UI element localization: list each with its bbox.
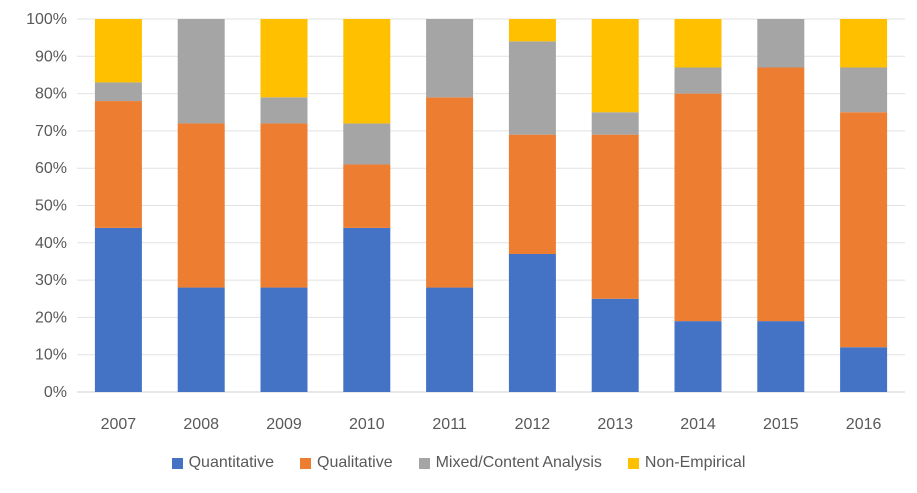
y-tick-label: 0%	[44, 384, 67, 401]
bar-segment-qualitative-2012	[508, 134, 556, 254]
legend-label: Quantitative	[188, 454, 274, 471]
y-tick-label: 30%	[35, 272, 67, 289]
x-tick-label: 2007	[101, 416, 137, 433]
bar-segment-non-empirical-2010	[343, 19, 391, 124]
bar-segment-quantitative-2012	[508, 253, 556, 392]
x-tick-label: 2013	[597, 416, 633, 433]
y-tick-label: 60%	[35, 160, 67, 177]
bar-segment-quantitative-2011	[426, 287, 474, 392]
y-tick-label: 40%	[35, 235, 67, 252]
legend-swatch	[418, 457, 430, 469]
y-tick-label: 90%	[35, 48, 67, 65]
bar-segment-qualitative-2016	[840, 112, 888, 348]
bar-segment-qualitative-2014	[674, 93, 722, 322]
stacked-bar-chart: 0% 10% 20% 30% 40% 50% 60% 70% 80% 90% 100% 2007 200…	[26, 11, 905, 433]
x-tick-label: 2009	[266, 416, 302, 433]
legend-swatch	[300, 457, 311, 469]
bar-segment-qualitative-2007	[94, 101, 142, 228]
bar-segment-mixed-content-analysis-2012	[508, 41, 556, 135]
x-tick-label: 2014	[680, 416, 716, 433]
bar-segment-mixed-content-analysis-2008	[177, 19, 225, 124]
y-tick-label: 70%	[35, 123, 67, 140]
legend-swatch	[627, 457, 639, 469]
legend: Quantitative Qualitative Mixed/Content Ana…	[0, 454, 917, 472]
bar-segment-non-empirical-2012	[508, 19, 556, 42]
legend-item: Qualitative	[300, 454, 393, 472]
bar-segment-quantitative-2010	[343, 227, 391, 392]
legend-swatch	[171, 457, 183, 469]
bar-segment-mixed-content-analysis-2007	[94, 82, 142, 102]
x-tick-label: 2008	[183, 416, 219, 433]
bar-segment-qualitative-2015	[757, 67, 805, 322]
bar-segment-non-empirical-2007	[94, 19, 142, 83]
x-tick-label: 2016	[846, 416, 882, 433]
bar-segment-quantitative-2014	[674, 321, 722, 392]
bar-segment-qualitative-2009	[260, 123, 308, 288]
x-tick-label: 2015	[763, 416, 799, 433]
bar-segment-qualitative-2010	[343, 164, 391, 228]
bar-segment-mixed-content-analysis-2010	[343, 123, 391, 165]
bar-segment-mixed-content-analysis-2013	[591, 112, 639, 135]
bar-segment-mixed-content-analysis-2011	[426, 19, 474, 98]
y-tick-label: 10%	[35, 347, 67, 364]
bar-segment-quantitative-2007	[94, 227, 142, 392]
bar-segment-non-empirical-2016	[840, 19, 888, 68]
bar-segment-quantitative-2016	[840, 347, 888, 392]
y-tick-label: 50%	[35, 198, 67, 215]
y-tick-label: 80%	[35, 86, 67, 103]
bar-segment-non-empirical-2014	[674, 19, 722, 68]
bar-segment-quantitative-2008	[177, 287, 225, 392]
x-tick-label: 2010	[349, 416, 385, 433]
legend-label: Qualitative	[317, 454, 393, 471]
bar-segment-quantitative-2009	[260, 287, 308, 392]
bar-segment-qualitative-2008	[177, 123, 225, 288]
bar-segment-non-empirical-2013	[591, 19, 639, 113]
bar-segment-qualitative-2013	[591, 134, 639, 299]
x-tick-label: 2012	[515, 416, 551, 433]
legend-item: Quantitative	[171, 454, 274, 472]
legend-label: Mixed/Content Analysis	[435, 454, 602, 471]
bar-segment-mixed-content-analysis-2014	[674, 67, 722, 94]
bar-segment-mixed-content-analysis-2009	[260, 97, 308, 124]
bar-segment-quantitative-2013	[591, 298, 639, 392]
bar-segment-mixed-content-analysis-2015	[757, 19, 805, 68]
x-tick-label: 2011	[432, 416, 467, 433]
y-tick-label: 20%	[35, 309, 67, 326]
bar-segment-quantitative-2015	[757, 321, 805, 392]
bar-segment-mixed-content-analysis-2016	[840, 67, 888, 113]
y-tick-label: 100%	[26, 11, 67, 28]
legend-item: Non-Empirical	[627, 454, 746, 472]
legend-label: Non-Empirical	[644, 454, 746, 471]
bar-segment-non-empirical-2009	[260, 19, 308, 98]
legend-item: Mixed/Content Analysis	[418, 454, 602, 472]
bar-segment-qualitative-2011	[426, 97, 474, 288]
